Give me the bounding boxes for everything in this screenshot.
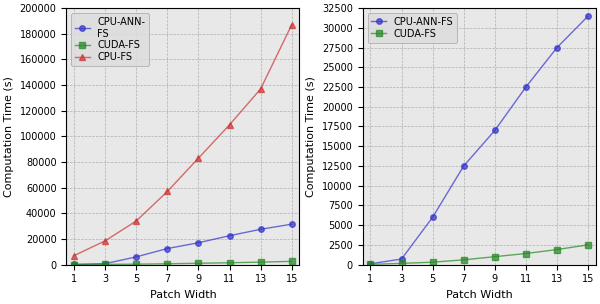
CPU-ANN-FS	[584, 14, 592, 18]
CPU-FS	[195, 156, 202, 160]
Line: CUDA-FS: CUDA-FS	[71, 259, 295, 267]
CUDA-FS	[429, 260, 436, 264]
CUDA-FS	[226, 261, 233, 264]
CUDA-FS	[288, 260, 295, 263]
Y-axis label: Computation Time (s): Computation Time (s)	[4, 76, 14, 197]
CPU-ANN-FS	[460, 164, 467, 168]
CPU-ANN-
FS	[288, 222, 295, 226]
CPU-ANN-FS	[553, 46, 560, 50]
CUDA-FS	[133, 262, 140, 266]
Y-axis label: Computation Time (s): Computation Time (s)	[307, 76, 316, 197]
CUDA-FS	[522, 252, 529, 255]
CPU-ANN-
FS	[70, 263, 77, 266]
CUDA-FS	[257, 260, 264, 264]
CPU-ANN-
FS	[101, 262, 109, 265]
CPU-FS	[133, 219, 140, 223]
X-axis label: Patch Width: Patch Width	[446, 290, 512, 300]
CUDA-FS	[460, 258, 467, 262]
Line: CPU-ANN-
FS: CPU-ANN- FS	[71, 221, 295, 267]
CUDA-FS	[70, 263, 77, 266]
CPU-FS	[70, 254, 77, 257]
CPU-ANN-
FS	[257, 227, 264, 231]
CPU-ANN-
FS	[164, 247, 171, 250]
Line: CUDA-FS: CUDA-FS	[368, 242, 591, 267]
CUDA-FS	[491, 255, 499, 258]
Line: CPU-FS: CPU-FS	[71, 22, 295, 258]
Legend: CPU-ANN-FS, CUDA-FS: CPU-ANN-FS, CUDA-FS	[368, 13, 457, 43]
CPU-ANN-
FS	[226, 234, 233, 237]
CPU-FS	[288, 23, 295, 27]
CUDA-FS	[398, 261, 405, 265]
CPU-ANN-FS	[398, 257, 405, 261]
CUDA-FS	[101, 263, 109, 266]
CUDA-FS	[195, 261, 202, 265]
CPU-ANN-
FS	[195, 241, 202, 245]
X-axis label: Patch Width: Patch Width	[149, 290, 216, 300]
Line: CPU-ANN-FS: CPU-ANN-FS	[368, 13, 591, 267]
CUDA-FS	[164, 262, 171, 266]
CPU-ANN-FS	[367, 262, 374, 266]
CPU-FS	[101, 239, 109, 243]
CUDA-FS	[367, 263, 374, 266]
CPU-FS	[226, 123, 233, 127]
CUDA-FS	[553, 248, 560, 251]
CPU-FS	[164, 190, 171, 193]
CPU-ANN-
FS	[133, 255, 140, 259]
CPU-ANN-FS	[491, 129, 499, 132]
CPU-FS	[257, 87, 264, 91]
CPU-ANN-FS	[522, 85, 529, 89]
CUDA-FS	[584, 243, 592, 247]
CPU-ANN-FS	[429, 216, 436, 219]
Legend: CPU-ANN-
FS, CUDA-FS, CPU-FS: CPU-ANN- FS, CUDA-FS, CPU-FS	[71, 13, 149, 66]
